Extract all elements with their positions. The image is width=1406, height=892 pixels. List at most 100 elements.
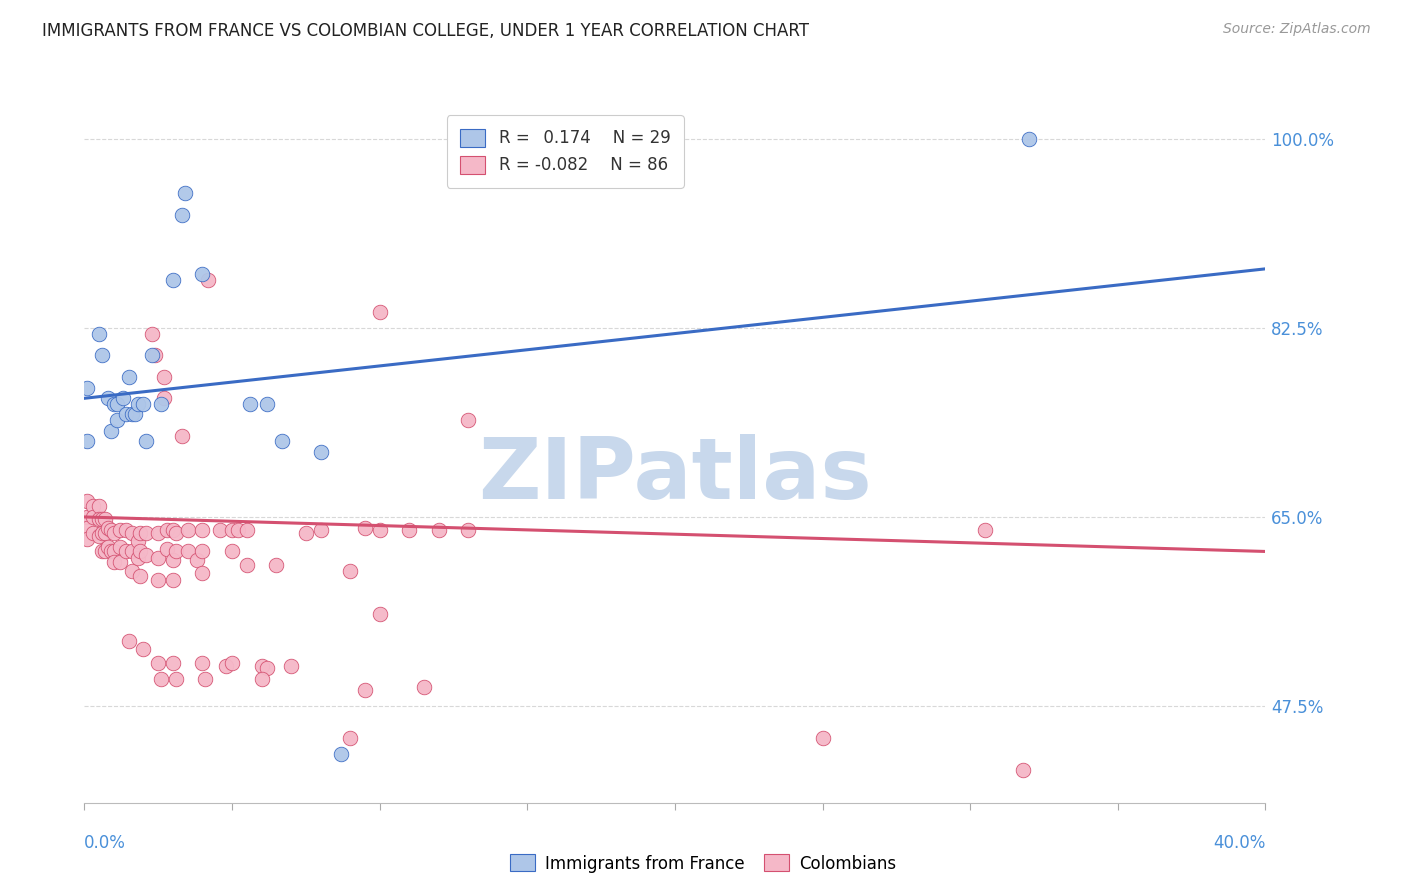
Point [76, 380, 98, 394]
Point [170, 208, 193, 222]
Point [76, 434, 98, 449]
Point [191, 566, 214, 580]
Point [427, 523, 450, 537]
Point [811, 731, 834, 745]
Point [165, 544, 187, 558]
Point [191, 656, 214, 670]
Point [91, 348, 114, 362]
Point [398, 523, 420, 537]
Point [135, 548, 157, 562]
Point [256, 397, 278, 411]
Point [89, 499, 111, 513]
Point [148, 526, 170, 541]
Point [114, 523, 136, 537]
Point [89, 326, 111, 341]
Point [121, 408, 143, 422]
Point [108, 555, 131, 569]
Point [368, 607, 391, 621]
Point [148, 573, 170, 587]
Point [82, 499, 104, 513]
Point [148, 656, 170, 670]
Point [143, 348, 166, 362]
Point [132, 397, 155, 411]
Point [309, 523, 332, 537]
Point [94, 526, 117, 541]
Point [135, 434, 157, 449]
Point [118, 634, 141, 648]
Point [100, 424, 122, 438]
Point [156, 523, 179, 537]
Point [89, 512, 111, 526]
Point [127, 533, 149, 548]
Point [111, 392, 134, 406]
Point [129, 569, 152, 583]
Point [103, 526, 125, 541]
Point [239, 397, 262, 411]
Point [129, 544, 152, 558]
Point [121, 544, 143, 558]
Point [108, 540, 131, 554]
Point [150, 672, 173, 686]
Point [162, 573, 184, 587]
Point [91, 544, 114, 558]
Point [413, 681, 436, 695]
Point [191, 523, 214, 537]
Point [236, 558, 259, 573]
Point [162, 656, 184, 670]
Point [162, 272, 184, 286]
Point [127, 397, 149, 411]
Point [156, 542, 179, 557]
Point [114, 408, 136, 422]
Point [89, 529, 111, 543]
Point [150, 397, 173, 411]
Point [368, 305, 391, 319]
Point [97, 392, 120, 406]
Text: Source: ZipAtlas.com: Source: ZipAtlas.com [1223, 22, 1371, 37]
Point [197, 272, 219, 286]
Point [162, 523, 184, 537]
Point [264, 558, 288, 573]
Point [105, 397, 128, 411]
Point [236, 523, 259, 537]
Point [221, 544, 243, 558]
Point [177, 544, 200, 558]
Point [105, 413, 128, 427]
Point [129, 526, 152, 541]
Point [94, 544, 117, 558]
Point [132, 641, 155, 656]
Point [209, 523, 232, 537]
Point [457, 523, 479, 537]
Point [76, 510, 98, 524]
Point [127, 550, 149, 565]
Point [100, 523, 122, 537]
Point [170, 429, 193, 443]
Point [165, 672, 187, 686]
Point [339, 564, 361, 578]
Point [354, 521, 377, 535]
Point [82, 510, 104, 524]
Legend: Immigrants from France, Colombians: Immigrants from France, Colombians [503, 847, 903, 880]
Point [1012, 764, 1035, 778]
Point [91, 512, 114, 526]
Point [97, 521, 120, 535]
Point [221, 523, 243, 537]
Text: 40.0%: 40.0% [1213, 834, 1265, 852]
Point [973, 523, 995, 537]
Point [221, 656, 243, 670]
Point [309, 445, 332, 459]
Text: ZIPatlas: ZIPatlas [478, 434, 872, 517]
Point [153, 392, 176, 406]
Point [100, 544, 122, 558]
Point [103, 397, 125, 411]
Point [141, 348, 163, 362]
Point [94, 512, 117, 526]
Point [162, 553, 184, 567]
Point [141, 326, 163, 341]
Text: 0.0%: 0.0% [84, 834, 127, 852]
Point [250, 658, 273, 673]
Point [295, 526, 318, 541]
Point [457, 413, 479, 427]
Point [153, 369, 176, 384]
Point [118, 369, 141, 384]
Point [165, 526, 187, 541]
